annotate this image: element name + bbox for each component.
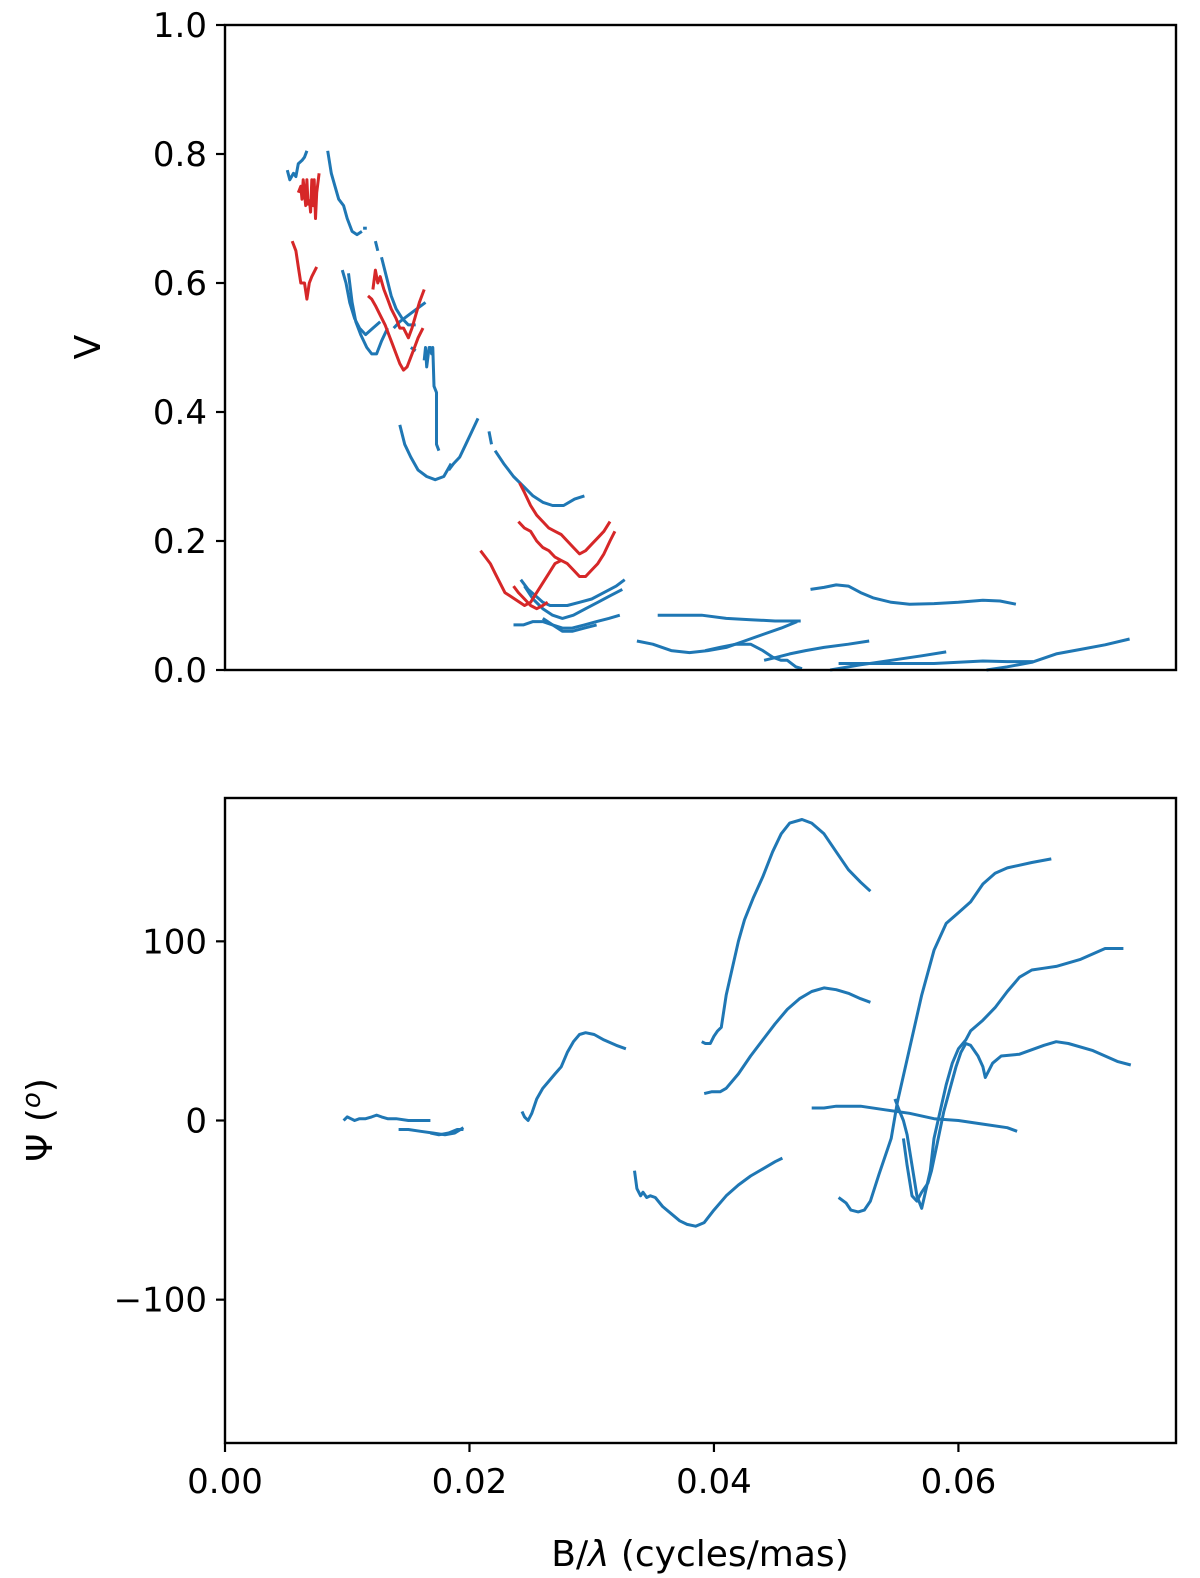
top-series-blue-line: [447, 417, 480, 472]
top-plot-frame: [223, 23, 1178, 672]
top-series-group: [285, 150, 1130, 672]
bottom-x-ticks: 0.00 0.02 0.04 0.06: [187, 1443, 996, 1502]
top-series-red-line: [518, 482, 612, 556]
top-series-blue-line: [829, 650, 947, 672]
top-panel: 0.0 0.2 0.4 0.6 0.8 1.0 V: [68, 6, 1178, 691]
top-y-axis-label: V: [68, 334, 109, 359]
top-series-blue-line: [810, 583, 1017, 606]
bottom-y-tick-label: −100: [114, 1281, 207, 1321]
top-series-red-line: [307, 173, 321, 220]
bottom-series-blue-line: [703, 986, 871, 1096]
bottom-x-tick-label: 0.04: [676, 1462, 752, 1502]
bottom-x-tick-label: 0.00: [187, 1462, 263, 1502]
top-series-blue-line: [380, 256, 416, 327]
bottom-x-tick-label: 0.06: [921, 1462, 997, 1502]
top-series-blue-line: [285, 150, 309, 182]
bottom-y-axis-label: Ψ (o): [17, 1078, 61, 1162]
bottom-series-blue-line: [430, 1128, 464, 1137]
top-series-red-line: [371, 268, 426, 340]
top-series-red-line: [296, 178, 310, 208]
top-series-blue-line: [326, 150, 363, 237]
top-series-blue-line: [986, 637, 1130, 672]
bottom-y-tick-label: 0: [185, 1102, 207, 1142]
top-series-blue-line: [523, 585, 623, 620]
top-series-blue-line: [541, 617, 597, 633]
top-series-blue-line: [398, 424, 453, 482]
bottom-plot-frame: [223, 796, 1178, 1445]
top-y-tick-label: 0.2: [153, 522, 207, 562]
bottom-series-blue-line: [633, 1156, 784, 1228]
bottom-panel: −100 0 100 0.00 0.02 0.04 0.06 Ψ (o) B/λ (cyc…: [17, 796, 1178, 1575]
top-series-blue-line: [513, 613, 621, 630]
top-series-blue-line: [422, 346, 441, 452]
bottom-x-tick-label: 0.02: [432, 1462, 508, 1502]
bottom-series-blue-line: [837, 857, 1052, 1214]
top-series-red-line: [290, 240, 319, 301]
bottom-series-blue-line: [811, 1104, 1018, 1133]
top-y-ticks: 0.0 0.2 0.4 0.6 0.8 1.0: [153, 6, 225, 691]
top-series-blue-line: [493, 449, 585, 507]
top-series-red-line: [479, 549, 562, 607]
top-series-red-line: [367, 294, 425, 372]
top-series-blue-line: [705, 642, 803, 671]
bottom-y-tick-label: 100: [142, 922, 207, 962]
top-series-blue-line: [373, 240, 380, 252]
bottom-series-blue-line: [342, 1113, 431, 1122]
top-series-blue-line: [657, 613, 801, 623]
bottom-y-ticks: −100 0 100: [114, 922, 225, 1321]
bottom-series-blue-line: [520, 1031, 627, 1122]
top-y-tick-label: 0.8: [153, 135, 207, 175]
top-series-blue-line: [838, 659, 1033, 665]
top-y-tick-label: 1.0: [153, 6, 207, 46]
top-series-red-line: [517, 520, 617, 578]
top-y-tick-label: 0.4: [153, 393, 207, 433]
bottom-series-group: [342, 818, 1132, 1228]
top-series-blue-line: [487, 431, 493, 445]
bottom-series-blue-line: [901, 1040, 1132, 1203]
bottom-series-blue-line: [701, 818, 872, 1045]
top-series-red-line: [512, 585, 549, 611]
top-series-blue-line: [347, 273, 389, 356]
top-y-tick-label: 0.0: [153, 651, 207, 691]
top-y-tick-label: 0.6: [153, 264, 207, 304]
top-series-blue-line: [763, 639, 870, 662]
bottom-series-blue-line: [893, 947, 1124, 1210]
bottom-x-axis-label: B/λ (cycles/mas): [551, 1534, 848, 1575]
